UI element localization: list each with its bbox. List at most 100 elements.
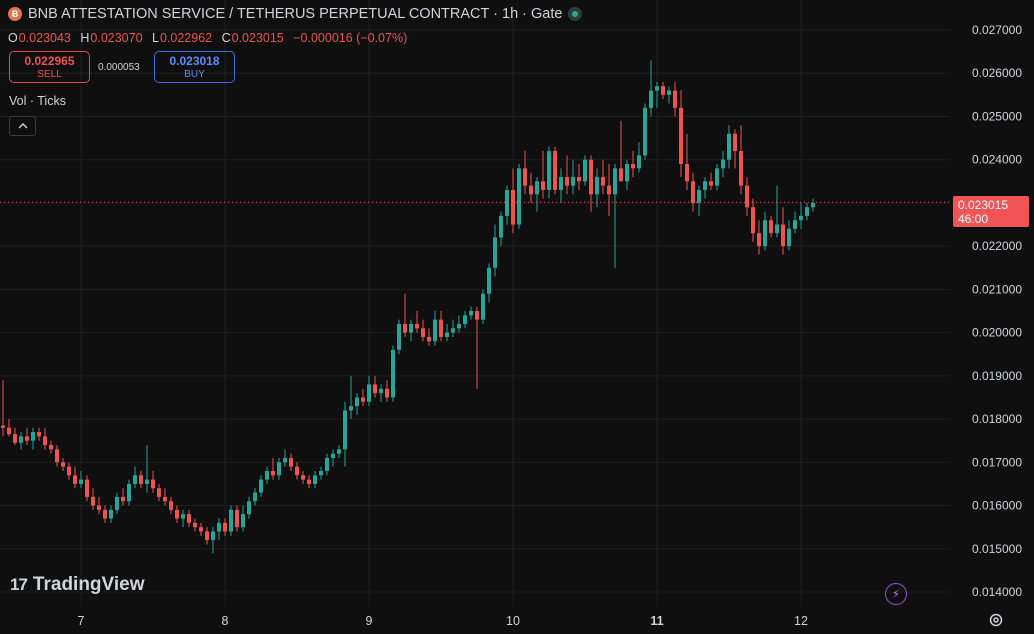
candle-body bbox=[787, 228, 791, 247]
candle bbox=[223, 518, 227, 536]
high-value: 0.023070 bbox=[90, 31, 143, 45]
candle bbox=[451, 319, 455, 337]
candle bbox=[571, 159, 575, 195]
candle-body bbox=[163, 496, 167, 502]
time-axis[interactable]: 7 8 9 10 11 12 bbox=[78, 614, 808, 628]
candle bbox=[235, 505, 239, 532]
candle bbox=[517, 164, 521, 229]
candle-body bbox=[631, 164, 635, 169]
candle-body bbox=[55, 449, 59, 463]
candle bbox=[13, 427, 17, 446]
close-label: C bbox=[221, 31, 231, 45]
x-tick-label: 12 bbox=[794, 614, 808, 628]
candle bbox=[313, 470, 317, 489]
candle bbox=[199, 522, 203, 536]
candle bbox=[667, 86, 671, 104]
tradingview-wordmark: TradingView bbox=[32, 574, 145, 595]
candle bbox=[211, 527, 215, 554]
candle-body bbox=[715, 168, 719, 186]
candle-body bbox=[685, 164, 689, 182]
candle-body bbox=[721, 159, 725, 169]
candle bbox=[727, 125, 731, 169]
candle-body bbox=[169, 501, 173, 510]
candle-body bbox=[25, 436, 29, 441]
candle-body bbox=[691, 181, 695, 203]
candle bbox=[493, 224, 497, 277]
sell-button[interactable]: 0.022965 SELL bbox=[9, 51, 90, 83]
candle bbox=[133, 466, 137, 489]
price-axis[interactable]: 0.014000 0.015000 0.016000 0.017000 0.018000… bbox=[972, 23, 1022, 599]
candle-body bbox=[307, 479, 311, 484]
candle-body bbox=[373, 384, 377, 394]
candle bbox=[145, 445, 149, 493]
candle bbox=[595, 168, 599, 208]
candle bbox=[415, 311, 419, 333]
candle-body bbox=[85, 479, 89, 497]
grid-lines bbox=[0, 0, 950, 606]
candle bbox=[409, 319, 413, 342]
candle bbox=[475, 306, 479, 389]
candle-body bbox=[247, 501, 251, 515]
candle-body bbox=[361, 397, 365, 402]
settings-gear-icon[interactable] bbox=[988, 612, 1004, 628]
y-tick-label: 0.014000 bbox=[972, 585, 1022, 599]
candle-body bbox=[7, 427, 11, 435]
candle-body bbox=[775, 224, 779, 234]
tradingview-logo[interactable]: 17 TradingView bbox=[10, 574, 145, 596]
candle bbox=[637, 142, 641, 173]
candle bbox=[361, 388, 365, 407]
candle-body bbox=[301, 475, 305, 480]
y-tick-label: 0.015000 bbox=[972, 542, 1022, 556]
candle bbox=[73, 466, 77, 489]
candle-body bbox=[133, 475, 137, 484]
volume-indicator-label[interactable]: Vol · Ticks bbox=[9, 94, 66, 108]
candle bbox=[499, 211, 503, 247]
y-tick-label: 0.026000 bbox=[972, 66, 1022, 80]
y-tick-label: 0.025000 bbox=[972, 109, 1022, 123]
candle-body bbox=[565, 176, 569, 186]
candle bbox=[121, 488, 125, 506]
candle bbox=[25, 427, 29, 446]
x-tick-label: 10 bbox=[506, 614, 520, 628]
candle bbox=[763, 211, 767, 251]
y-tick-label: 0.019000 bbox=[972, 369, 1022, 383]
candle bbox=[139, 470, 143, 489]
candle-body bbox=[409, 323, 413, 333]
lightning-icon[interactable]: ⚡ bbox=[885, 583, 907, 605]
buy-button[interactable]: 0.023018 BUY bbox=[154, 51, 235, 83]
last-price-tag: 0.023015 46:00 bbox=[953, 196, 1029, 227]
candle-body bbox=[559, 176, 563, 190]
candle bbox=[655, 81, 659, 108]
open-label: O bbox=[8, 31, 18, 45]
candle-body bbox=[445, 332, 449, 337]
candle-body bbox=[337, 449, 341, 454]
candle-body bbox=[325, 457, 329, 471]
open-value: 0.023043 bbox=[18, 31, 71, 45]
candle-body bbox=[385, 388, 389, 398]
candle bbox=[127, 479, 131, 506]
candle-body bbox=[697, 189, 701, 203]
y-tick-label: 0.017000 bbox=[972, 455, 1022, 469]
change-value: −0.000016 (−0.07%) bbox=[293, 31, 408, 45]
candle-body bbox=[61, 462, 65, 467]
candle-body bbox=[229, 509, 233, 532]
candle-body bbox=[679, 107, 683, 165]
candle bbox=[535, 176, 539, 212]
chart-header: Ƀ BNB ATTESTATION SERVICE / TETHERUS PER… bbox=[8, 6, 583, 22]
candle-body bbox=[187, 514, 191, 523]
candle bbox=[319, 466, 323, 480]
candle-body bbox=[91, 496, 95, 506]
candle bbox=[397, 319, 401, 355]
collapse-legend-button[interactable] bbox=[9, 116, 36, 136]
candle-body bbox=[673, 90, 677, 108]
candle bbox=[811, 198, 815, 212]
candle-body bbox=[805, 207, 809, 216]
symbol-title[interactable]: BNB ATTESTATION SERVICE / TETHERUS PERPE… bbox=[28, 6, 563, 22]
candle bbox=[589, 155, 593, 212]
x-tick-label: 8 bbox=[222, 614, 229, 628]
candle bbox=[265, 466, 269, 484]
candle-body bbox=[13, 434, 17, 443]
coin-icon: Ƀ bbox=[8, 7, 22, 21]
candle-body bbox=[211, 531, 215, 541]
